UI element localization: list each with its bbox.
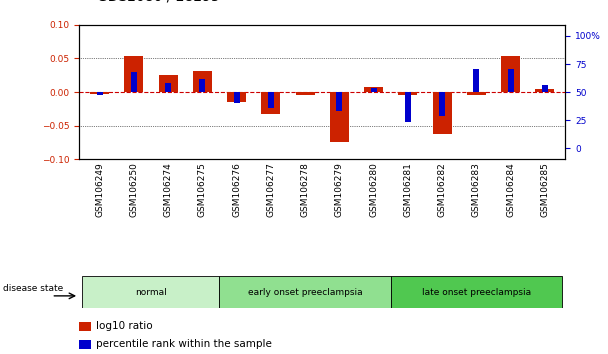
Bar <box>261 92 280 114</box>
Bar <box>268 92 274 108</box>
Bar <box>159 75 178 92</box>
Text: early onset preeclampsia: early onset preeclampsia <box>248 287 362 297</box>
Bar <box>125 56 143 92</box>
Bar <box>405 92 411 122</box>
Bar <box>79 340 91 349</box>
Bar <box>542 85 548 92</box>
Bar <box>79 322 91 331</box>
Bar <box>131 72 137 92</box>
Bar <box>97 92 103 95</box>
Bar <box>398 92 417 95</box>
Bar <box>370 88 377 92</box>
Bar <box>295 92 314 95</box>
Bar <box>90 92 109 94</box>
Bar <box>536 88 554 92</box>
Bar <box>83 276 219 308</box>
Text: log10 ratio: log10 ratio <box>96 321 153 331</box>
Bar <box>193 70 212 92</box>
Bar <box>336 92 342 111</box>
Bar <box>501 56 520 92</box>
Bar <box>439 92 445 116</box>
Bar <box>473 69 480 92</box>
Bar <box>467 92 486 95</box>
Text: disease state: disease state <box>3 284 63 293</box>
Text: late onset preeclampsia: late onset preeclampsia <box>422 287 531 297</box>
Bar <box>219 276 391 308</box>
Bar <box>165 82 171 92</box>
Bar <box>233 92 240 103</box>
Bar <box>433 92 452 134</box>
Bar <box>391 276 562 308</box>
Text: GDS2080 / 28295: GDS2080 / 28295 <box>97 0 220 4</box>
Text: normal: normal <box>135 287 167 297</box>
Bar <box>508 69 514 92</box>
Bar <box>364 87 383 92</box>
Bar <box>330 92 349 142</box>
Bar <box>227 92 246 102</box>
Text: percentile rank within the sample: percentile rank within the sample <box>96 339 272 349</box>
Bar <box>199 79 206 92</box>
